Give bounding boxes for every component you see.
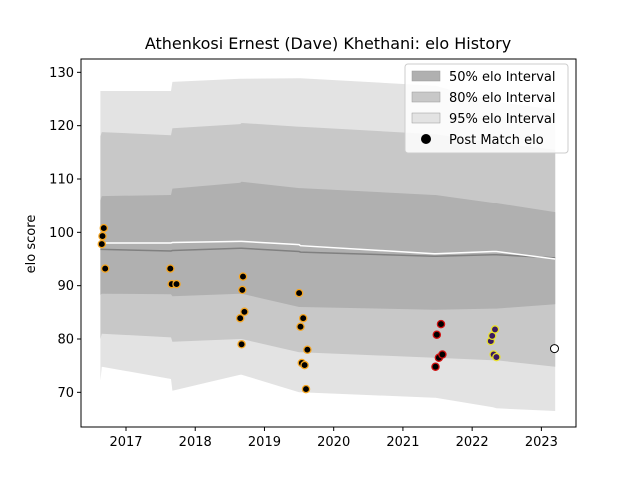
- data-point-s3-6: [303, 345, 312, 354]
- y-tick-label-120: 120: [49, 119, 74, 134]
- data-point-s4-3: [436, 319, 446, 329]
- data-point-s5-4: [492, 352, 501, 362]
- plot-frame: [80, 58, 577, 428]
- band-50: [100, 181, 556, 310]
- data-point-s2-2: [238, 285, 247, 295]
- plot-inner: [97, 78, 559, 411]
- x-tick-label-2017: 2017: [109, 435, 142, 450]
- x-tick-label-2021: 2021: [386, 435, 419, 450]
- y-axis-label: elo score: [24, 215, 39, 274]
- legend-swatch-0: [411, 70, 441, 82]
- plot-area: [97, 78, 559, 411]
- y-tick-label-130: 130: [49, 66, 74, 81]
- legend-label-2: 95% elo Interval: [449, 112, 556, 127]
- data-point-s1-0: [166, 264, 175, 273]
- data-point-s4-1: [432, 330, 442, 339]
- data-point-s2-0: [235, 313, 245, 323]
- y-tick-label-90: 90: [57, 279, 74, 294]
- data-point-s4-4: [438, 350, 447, 359]
- legend-label-3: Post Match elo: [449, 133, 544, 148]
- legend-label-0: 50% elo Interval: [449, 70, 556, 85]
- axes: 2017 2018 2019 2020 2021 2022 2023 70 80 90 100 110…: [49, 58, 577, 450]
- legend: 50% elo Interval 80% elo Interval 95% elo …: [404, 63, 569, 154]
- x-tick-label-2022: 2022: [456, 435, 489, 450]
- y-tick-label-80: 80: [57, 333, 74, 348]
- x-tick-label-2018: 2018: [179, 435, 212, 450]
- legend-box: [404, 63, 569, 154]
- data-point-s3-4: [300, 360, 309, 370]
- legend-swatch-1: [411, 91, 441, 103]
- data-point-s0-2: [99, 223, 109, 233]
- data-point-s0-0: [97, 239, 107, 249]
- y-tick-label-110: 110: [49, 173, 74, 188]
- data-point-s2-3: [238, 272, 248, 281]
- mean-line: [100, 247, 556, 259]
- x-tick-label-2020: 2020: [317, 435, 350, 450]
- x-tick-label-2019: 2019: [248, 435, 281, 450]
- data-point-s3-0: [294, 288, 304, 298]
- y-tick-label-70: 70: [57, 386, 74, 401]
- data-point-s3-5: [301, 384, 311, 394]
- data-point-s3-3: [298, 313, 308, 323]
- data-point-s2-1: [237, 340, 246, 349]
- data-point-s2-4: [240, 307, 249, 317]
- current-elo-point: [550, 344, 559, 354]
- data-point-s4-0: [431, 362, 440, 371]
- data-point-s0-3: [100, 264, 110, 273]
- chart-title: Athenkosi Ernest (Dave) Khethani: elo Hi…: [145, 34, 511, 53]
- median-line: [100, 240, 556, 260]
- data-point-s1-2: [172, 279, 181, 289]
- x-tick-label-2023: 2023: [525, 435, 558, 450]
- y-tick-label-100: 100: [49, 226, 74, 241]
- legend-swatch-2: [411, 112, 441, 124]
- data-point-s0-1: [98, 231, 107, 241]
- data-point-s3-1: [296, 322, 305, 331]
- data-point-s5-3: [490, 325, 500, 334]
- legend-marker-3: [421, 134, 431, 144]
- legend-label-1: 80% elo Interval: [449, 91, 556, 106]
